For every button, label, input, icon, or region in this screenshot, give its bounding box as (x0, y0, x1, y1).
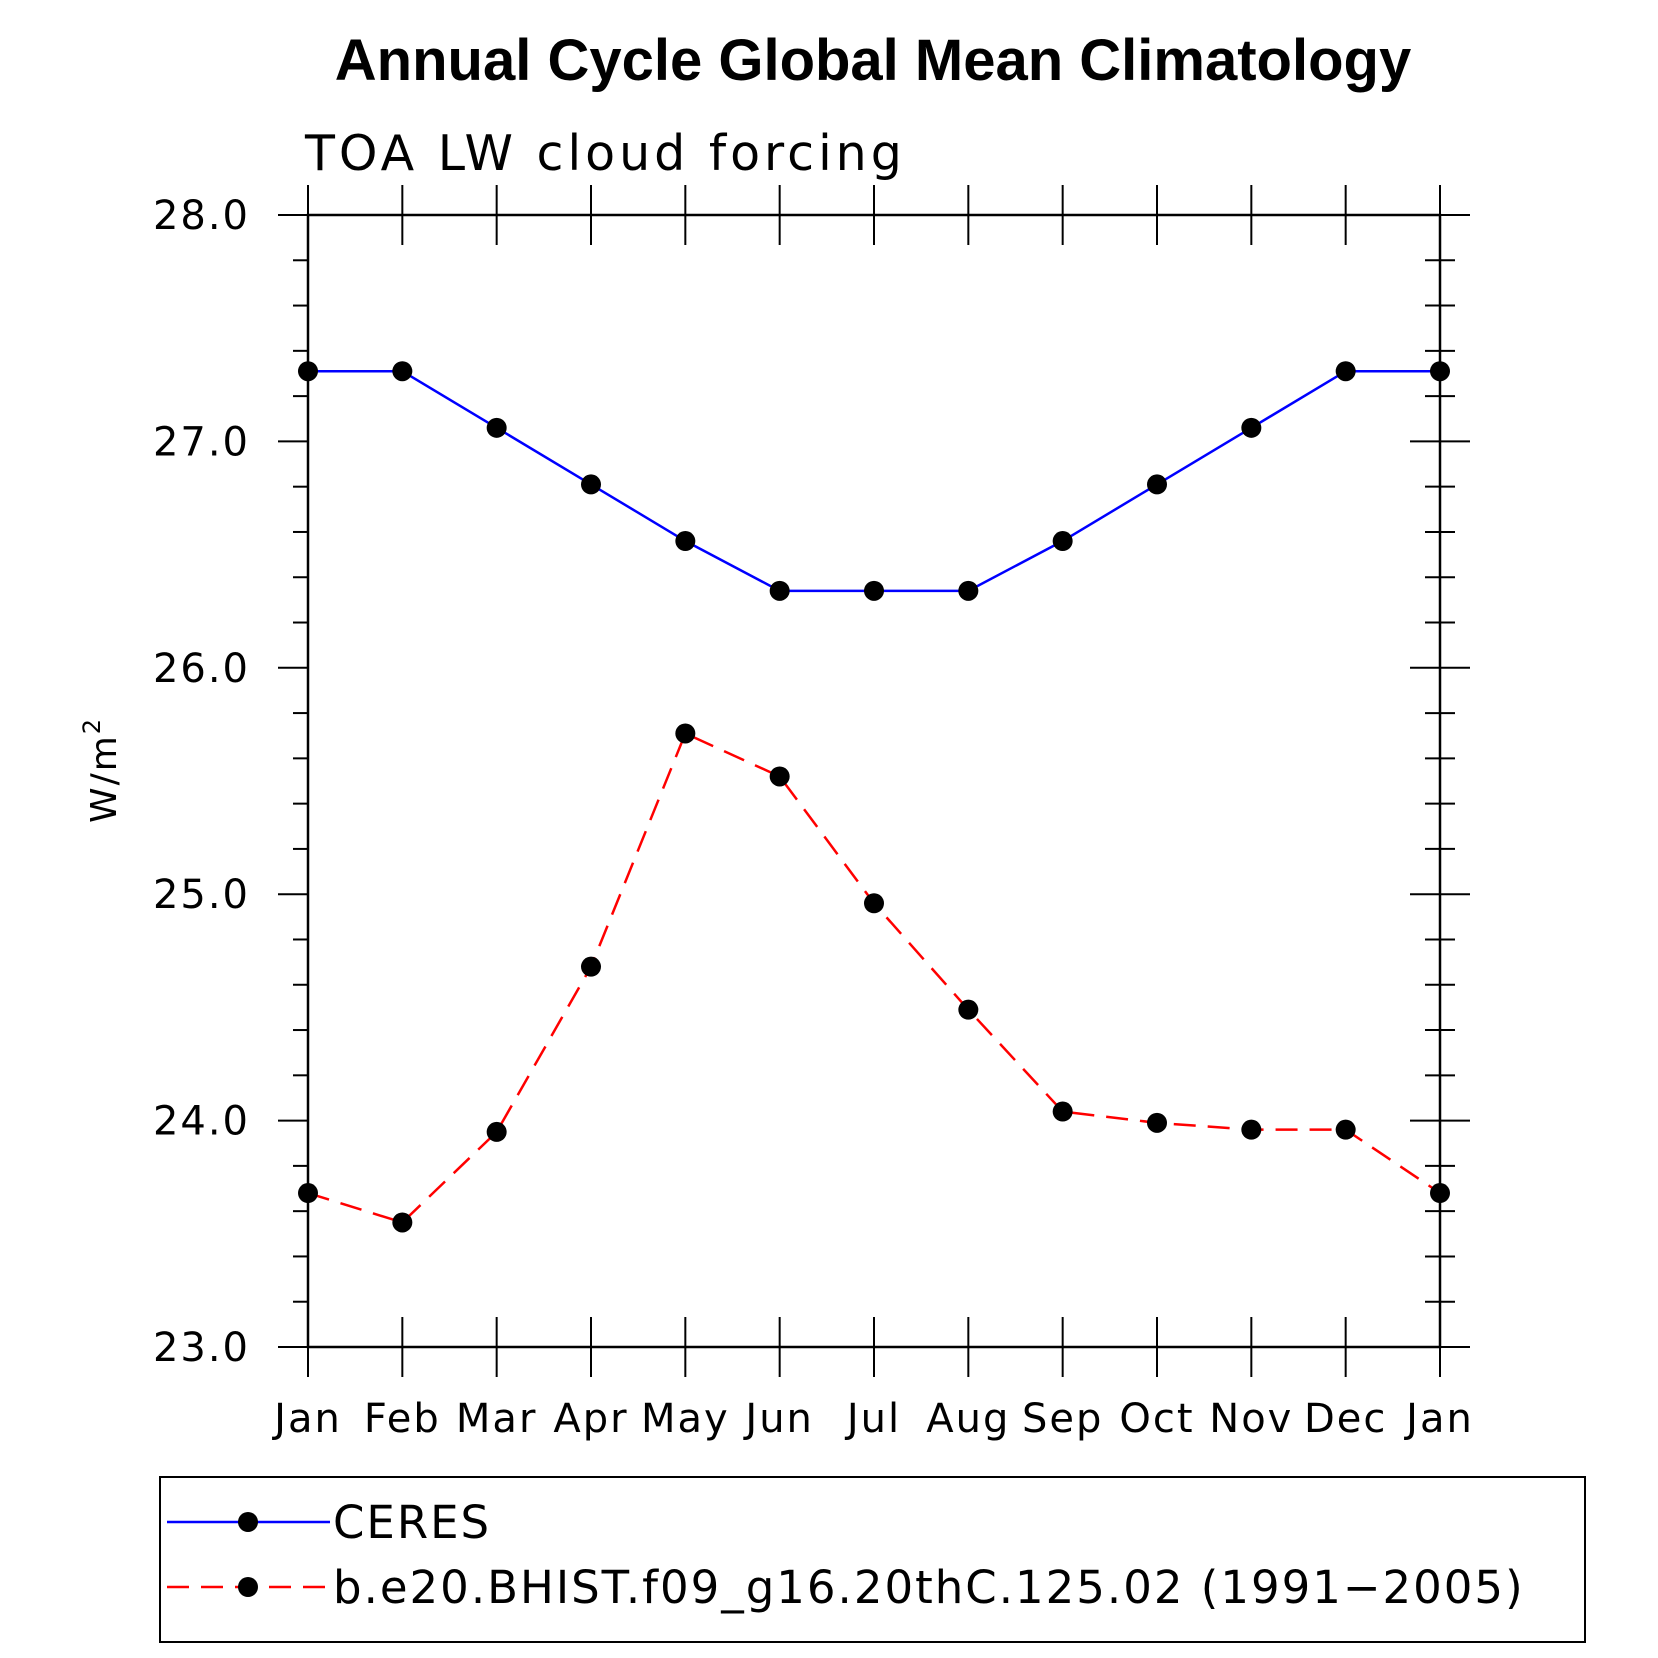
series-1-point (486, 1121, 507, 1142)
series-0-point (864, 580, 884, 601)
x-tick-label: Jul (844, 1396, 901, 1442)
series-0-point (958, 580, 979, 601)
series-1-point (392, 1212, 413, 1233)
x-tick-label: May (641, 1396, 730, 1442)
series-0-point (581, 474, 601, 495)
series-1-point (1335, 1119, 1356, 1140)
y-tick-label: 24.0 (153, 1099, 250, 1145)
series-1-point (1241, 1119, 1262, 1140)
x-axis: Jan Feb Mar Apr May Jun Jul Aug Sep Oct Nov Dec Jan (271, 185, 1474, 1442)
y-tick-label: 25.0 (153, 872, 250, 918)
plot-area-border (306, 213, 1442, 1349)
x-tick-label: Jun (742, 1396, 814, 1442)
y-axis-label-text: W/m (84, 734, 125, 823)
x-tick-label: Jan (271, 1396, 342, 1442)
series-layer (298, 361, 1450, 1233)
legend-marker-1 (238, 1577, 258, 1597)
series-1-point (864, 893, 884, 914)
x-tick-label: Aug (926, 1396, 1010, 1442)
y-tick-label: 26.0 (153, 646, 250, 692)
x-tick-label: Apr (553, 1396, 628, 1442)
chart-subtitle: TOA LW cloud forcing (304, 125, 906, 182)
series-0-point (1241, 417, 1262, 438)
series-1-point (1052, 1101, 1073, 1122)
series-1-point (298, 1183, 318, 1204)
y-axis: 23.0 24.0 25.0 26.0 27.0 28.0 (153, 193, 1470, 1371)
x-tick-label: Nov (1209, 1396, 1293, 1442)
series-0-point (1335, 361, 1356, 382)
x-tick-label: Jan (1403, 1396, 1474, 1442)
series-1-point (675, 723, 696, 744)
series-1-point (1430, 1183, 1450, 1204)
y-tick-label: 23.0 (153, 1325, 250, 1371)
y-axis-label-superscript: 2 (78, 717, 106, 734)
x-tick-label: Sep (1022, 1396, 1103, 1442)
x-tick-label: Oct (1119, 1396, 1194, 1442)
series-line-0 (308, 369, 1440, 593)
chart-title: Annual Cycle Global Mean Climatology (335, 28, 1411, 93)
y-tick-label: 28.0 (153, 193, 250, 239)
y-axis-label: W/m2 (78, 717, 125, 823)
series-0-point (1147, 474, 1167, 495)
series-0-point (675, 531, 696, 552)
legend-box (159, 1476, 1586, 1643)
series-1-point (769, 766, 790, 787)
legend: CERES b.e20.BHIST.f09_g16.20thC.125.02 (1… (159, 1476, 1586, 1643)
series-0-point (392, 361, 413, 382)
y-tick-label: 27.0 (153, 419, 250, 465)
x-tick-label: Feb (364, 1396, 441, 1442)
series-0-point (1052, 531, 1073, 552)
x-tick-label: Mar (456, 1396, 537, 1442)
series-0-point (298, 361, 318, 382)
series-0-point (1430, 361, 1450, 382)
series-line-1 (307, 731, 1441, 1224)
series-0-point (769, 580, 790, 601)
series-1-point (581, 956, 601, 977)
series-0-point (486, 417, 507, 438)
plot-frame (306, 213, 1442, 1349)
series-1-point (1147, 1112, 1167, 1133)
legend-label-0: CERES (333, 1496, 491, 1549)
legend-marker-0 (238, 1512, 258, 1532)
legend-entries: CERES b.e20.BHIST.f09_g16.20thC.125.02 (1… (167, 1496, 1525, 1614)
series-1-point (958, 999, 979, 1020)
legend-label-1: b.e20.BHIST.f09_g16.20thC.125.02 (1991−2… (333, 1561, 1525, 1614)
x-tick-label: Dec (1304, 1396, 1387, 1442)
